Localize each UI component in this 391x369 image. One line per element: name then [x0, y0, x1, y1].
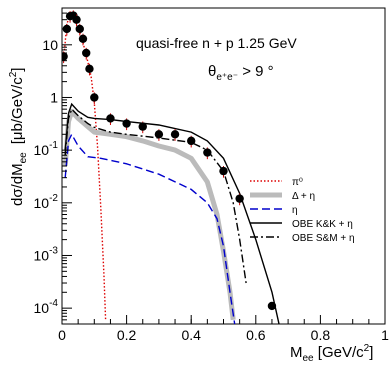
x-axis-label-unit: [GeV/c	[314, 344, 365, 361]
y-tick-base: 10	[34, 300, 50, 316]
y-tick-base: 10	[34, 195, 50, 211]
x-tick-label: 1	[381, 327, 389, 343]
data-point	[82, 48, 91, 58]
series-line-0	[62, 14, 107, 320]
data-point	[203, 148, 212, 157]
y-tick-exponent: -2	[49, 193, 58, 204]
data-points-layer	[62, 10, 277, 311]
y-tick-label: 10-1	[34, 140, 59, 158]
y-axis-label: dσ/dMee [μb/GeV/c2]	[8, 68, 29, 206]
data-point	[154, 130, 164, 139]
data-point	[235, 194, 244, 203]
x-tick-label: 0.4	[181, 327, 201, 343]
data-point	[138, 122, 147, 131]
y-axis-label-sup: 2	[8, 71, 19, 77]
chart-title: quasi-free n + p 1.25 GeV	[136, 35, 297, 51]
y-tick-label: 10-4	[34, 298, 59, 316]
series-line-4	[64, 107, 247, 284]
legend-label: OBE K&K + η	[292, 219, 353, 230]
data-point	[78, 34, 88, 44]
y-tick-base: 10	[34, 142, 50, 158]
legend-label: η	[292, 205, 298, 216]
angle-cut-subscript: e⁺e⁻	[216, 72, 238, 83]
data-point	[122, 119, 131, 128]
data-point	[85, 64, 94, 74]
data-point	[219, 166, 228, 176]
data-point	[170, 130, 180, 139]
y-axis-label-main: dσ/dM	[9, 163, 26, 206]
y-tick-exponent: -1	[49, 140, 58, 151]
angle-cut-value: > 9 °	[238, 63, 274, 80]
legend-label: Δ + η	[292, 191, 315, 202]
series-line-2	[64, 132, 236, 324]
x-axis-label-sup: 2	[364, 343, 370, 354]
x-axis-label: Mee [GeV/c2]	[290, 343, 373, 364]
x-axis-label-main: M	[290, 344, 303, 361]
x-axis-label-sub: ee	[303, 353, 315, 364]
y-axis-label-unit: [μb/GeV/c	[9, 77, 26, 145]
data-point	[75, 24, 84, 34]
data-point	[267, 301, 277, 311]
data-point	[72, 15, 81, 24]
x-tick-label: 0.6	[246, 327, 266, 343]
x-tick-label: 0	[58, 327, 66, 343]
y-tick-label: 1	[50, 89, 58, 105]
y-tick-exponent: -3	[49, 245, 58, 256]
legend-label: OBE S&M + η	[292, 233, 355, 244]
y-tick-label: 10-3	[34, 245, 59, 263]
angle-cut-label: θe⁺e⁻ > 9 °	[208, 63, 274, 83]
x-tick-label: 0.8	[311, 327, 331, 343]
legend: π⁰ Δ + η η OBE K&K + η OBE S&M + η	[250, 177, 355, 244]
data-point	[106, 114, 115, 123]
x-tick-label: 0.2	[117, 327, 137, 343]
y-tick-label: 10-2	[34, 193, 59, 211]
data-point	[187, 136, 196, 146]
series-line-3	[64, 102, 280, 324]
y-axis-label-sub: ee	[18, 152, 29, 164]
y-axis-label-close: ]	[9, 68, 26, 72]
legend-label: π⁰	[292, 177, 303, 188]
y-tick-base: 10	[34, 247, 50, 263]
x-axis-label-close: ]	[369, 344, 373, 361]
data-point	[90, 93, 99, 102]
y-tick-exponent: -4	[49, 298, 58, 309]
angle-cut-symbol: θ	[208, 63, 216, 80]
y-tick-label: 10	[42, 37, 58, 53]
